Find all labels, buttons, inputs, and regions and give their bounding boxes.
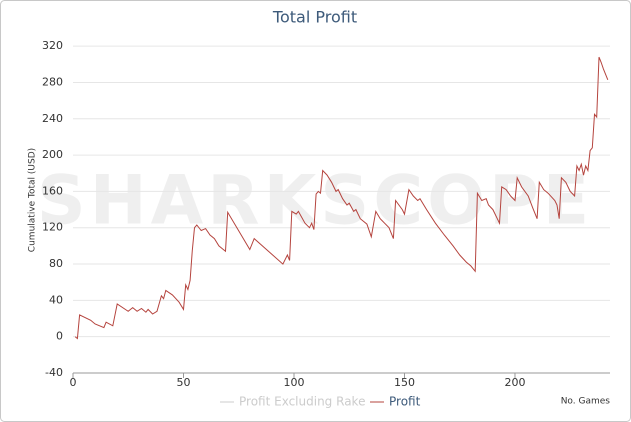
legend-label: Profit Excluding Rake [239,395,365,409]
legend-label: Profit [389,395,421,409]
y-tick-label: 120 [42,221,63,234]
x-axis-label: No. Games [561,397,611,407]
y-tick-label: 0 [56,330,63,343]
x-tick-label: 200 [504,376,525,389]
x-tick-label: 100 [283,376,304,389]
x-tick-label: 50 [176,376,190,389]
watermark: SHARKSCOPE [37,162,594,241]
y-tick-label: 40 [49,293,63,306]
y-tick-label: 160 [42,184,63,197]
x-tick-label: 0 [70,376,77,389]
y-tick-label: -40 [45,366,63,379]
y-tick-label: 200 [42,148,63,161]
profit-line [74,56,609,340]
chart-title: Total Profit [272,8,357,27]
y-tick-label: 320 [42,39,63,52]
x-tick-label: 150 [394,376,415,389]
y-tick-label: 240 [42,112,63,125]
y-tick-label: 80 [49,257,63,270]
y-axis-label: Cumulative Total (USD) [28,148,38,252]
y-tick-label: 280 [42,75,63,88]
